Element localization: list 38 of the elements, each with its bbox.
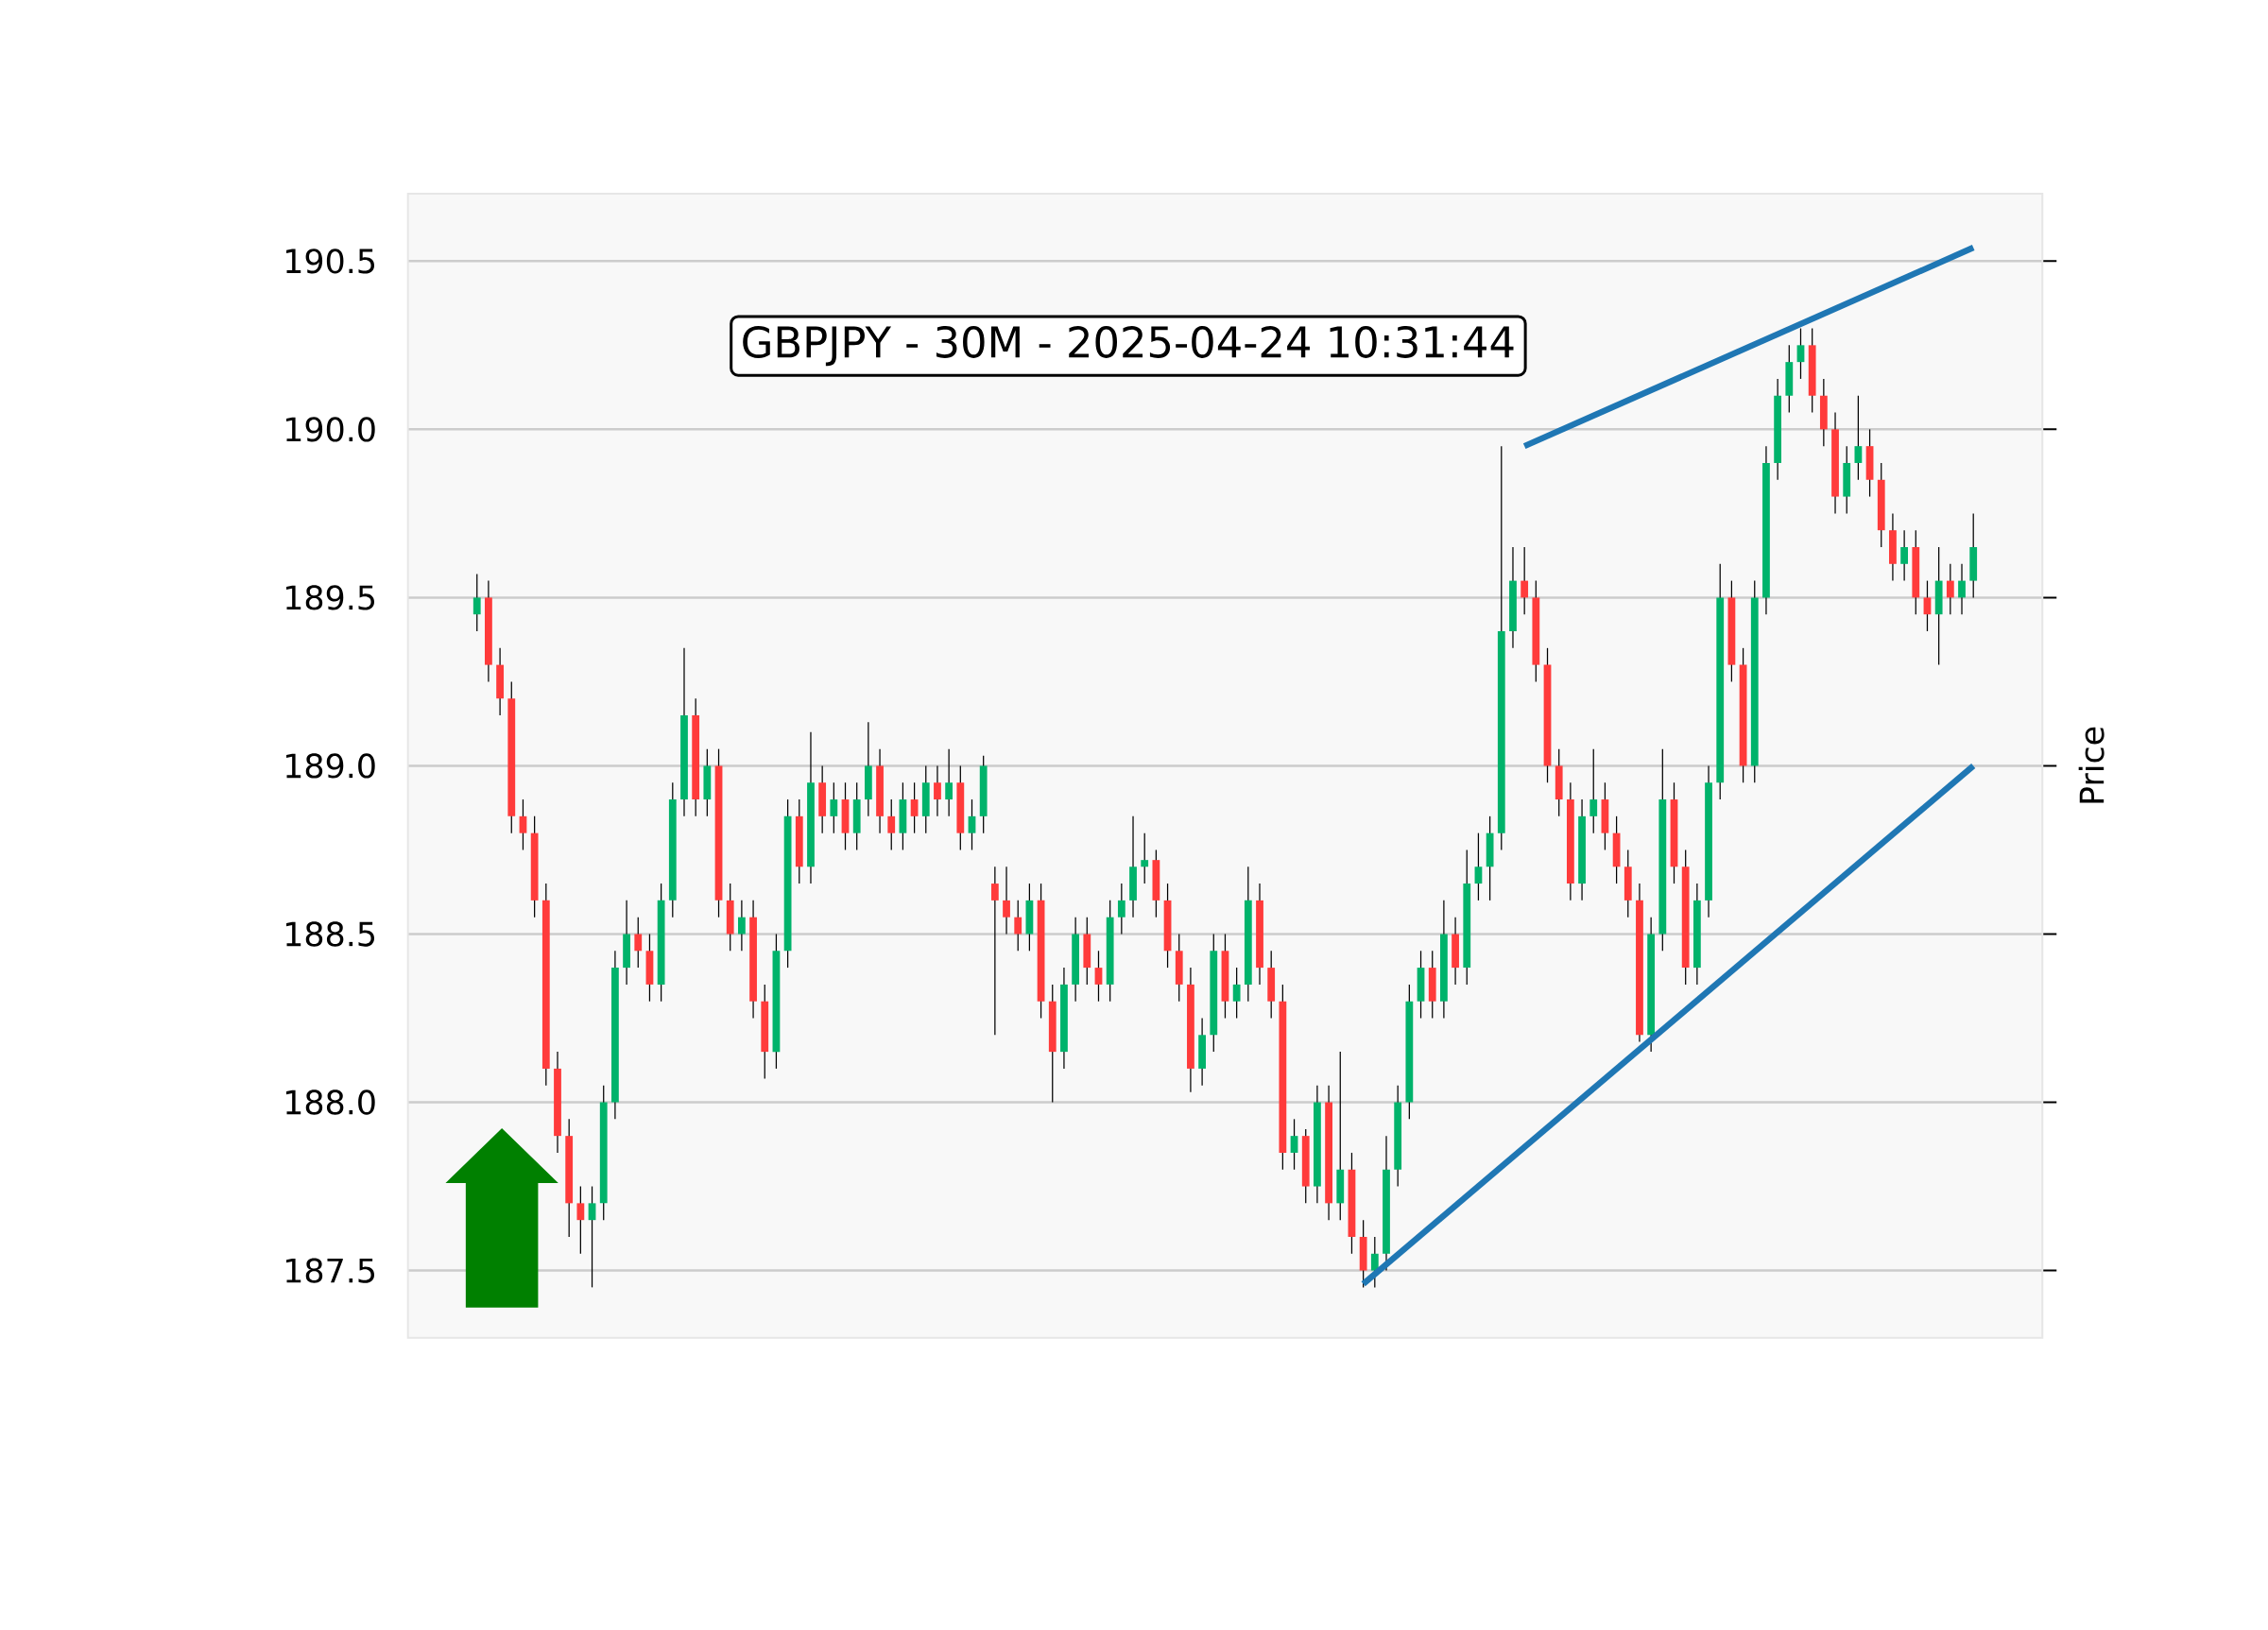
candlestick	[519, 798, 527, 851]
candlestick	[1796, 327, 1805, 380]
candlestick	[1474, 832, 1483, 901]
candlestick	[1003, 866, 1010, 935]
y-tick-label: 188.5	[286, 921, 374, 947]
y-tick-label: 188.0	[286, 1090, 375, 1115]
candlestick	[1117, 883, 1125, 935]
candlestick	[1923, 579, 1932, 632]
candlestick	[634, 917, 643, 969]
candlestick	[1958, 563, 1966, 615]
candlestick	[738, 900, 746, 952]
y-tick-label: 187.5	[286, 1258, 374, 1283]
candlestick	[1094, 950, 1103, 1003]
candlestick	[910, 781, 919, 834]
candlestick	[1232, 967, 1241, 1020]
candlestick	[887, 798, 896, 851]
candlestick	[990, 866, 999, 1036]
y-tick-label: 190.0	[286, 417, 375, 442]
y-tick-label: 190.5	[286, 249, 374, 274]
candlestick	[588, 1185, 596, 1289]
text: GBPJPY - 30M - 2025-04-24 10:31:44	[743, 325, 1514, 367]
candlestick	[1141, 832, 1149, 884]
y-axis-title: Price	[2078, 727, 2105, 803]
candlestick	[968, 798, 976, 851]
candlestick	[1589, 748, 1598, 834]
candlestick	[1014, 900, 1022, 952]
candlestick	[830, 781, 838, 834]
candlestick	[934, 764, 941, 817]
candlestick	[576, 1185, 585, 1255]
candlestick	[1854, 395, 1863, 481]
y-tick-label: 189.5	[286, 585, 374, 610]
y-tick-label: 189.0	[286, 753, 375, 779]
candlestick	[1521, 546, 1529, 615]
candlestick	[1946, 563, 1954, 615]
candlestick	[945, 748, 954, 817]
candlestick	[472, 573, 481, 632]
candlestick	[1290, 1118, 1298, 1171]
candlestick	[1900, 529, 1908, 582]
